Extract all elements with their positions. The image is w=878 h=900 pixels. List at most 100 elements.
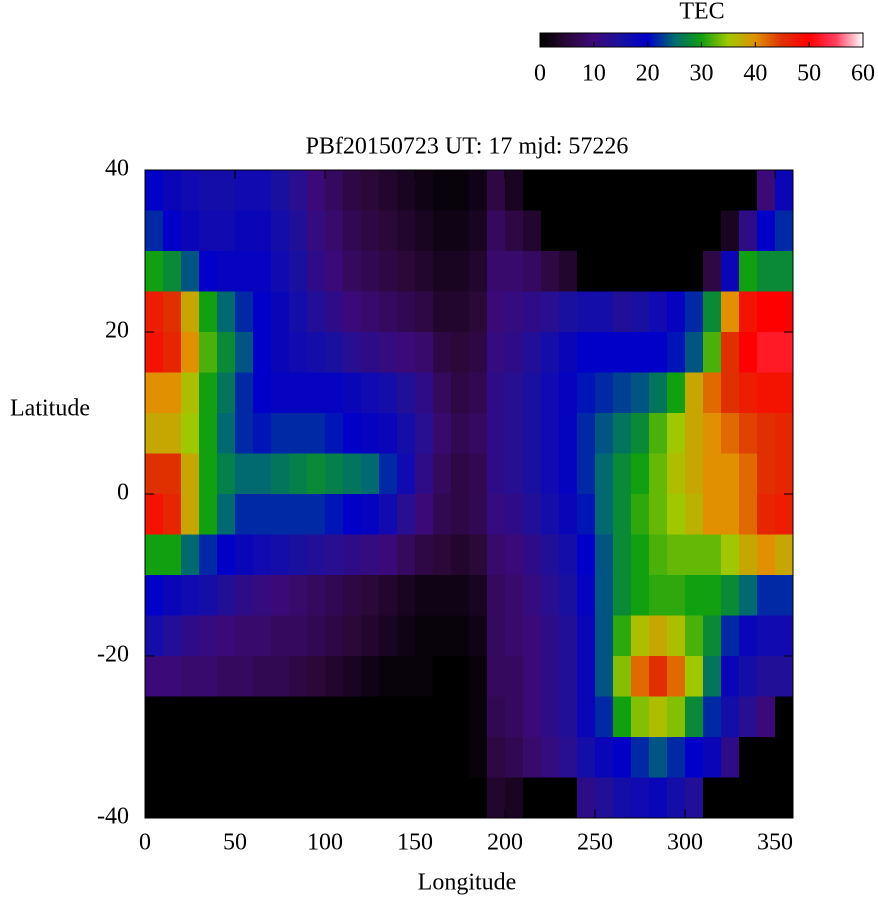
heat-cell bbox=[667, 251, 686, 292]
heat-cell bbox=[289, 251, 308, 292]
heat-cell bbox=[253, 251, 272, 292]
heat-cell bbox=[541, 656, 560, 697]
heat-cell bbox=[415, 575, 434, 616]
heat-cell bbox=[397, 332, 416, 373]
heat-cell bbox=[325, 453, 344, 495]
heat-cell bbox=[325, 615, 344, 657]
heat-cell bbox=[757, 615, 776, 657]
heat-cell bbox=[541, 696, 560, 738]
heat-cell bbox=[685, 332, 704, 373]
heat-cell bbox=[433, 291, 452, 333]
heat-cell bbox=[343, 453, 362, 495]
heat-cell bbox=[721, 291, 740, 333]
heat-cell bbox=[649, 332, 668, 373]
heat-cell bbox=[613, 413, 632, 454]
heat-cell bbox=[469, 413, 488, 454]
heat-cell bbox=[253, 737, 272, 778]
heat-cell bbox=[271, 413, 290, 454]
heat-cell bbox=[631, 696, 650, 738]
heat-cell bbox=[757, 534, 776, 576]
heat-cell bbox=[775, 453, 794, 495]
heat-cell bbox=[505, 737, 524, 778]
heat-cell bbox=[487, 210, 506, 252]
heat-cell bbox=[289, 656, 308, 697]
heat-cell bbox=[667, 413, 686, 454]
heat-cell bbox=[487, 372, 506, 414]
heat-cell bbox=[163, 696, 182, 738]
heat-cell bbox=[307, 656, 326, 697]
heat-cell bbox=[613, 777, 632, 819]
heat-cell bbox=[397, 251, 416, 292]
heat-cell bbox=[343, 332, 362, 373]
heat-cell bbox=[217, 615, 236, 657]
heat-cell bbox=[235, 494, 254, 535]
heat-cell bbox=[181, 413, 200, 454]
heat-cell bbox=[199, 615, 218, 657]
heat-cell bbox=[667, 372, 686, 414]
heat-cell bbox=[307, 413, 326, 454]
heat-cell bbox=[361, 737, 380, 778]
heat-cell bbox=[451, 615, 470, 657]
heat-cell bbox=[235, 737, 254, 778]
heat-cell bbox=[271, 494, 290, 535]
heat-cell bbox=[181, 534, 200, 576]
heat-cell bbox=[379, 737, 398, 778]
heat-cell bbox=[757, 575, 776, 616]
heat-cell bbox=[235, 251, 254, 292]
heat-cell bbox=[487, 534, 506, 576]
heat-cell bbox=[325, 170, 344, 211]
heat-cell bbox=[775, 696, 794, 738]
heat-cell bbox=[757, 291, 776, 333]
heat-cell bbox=[559, 332, 578, 373]
colorbar-title: TEC bbox=[679, 0, 724, 25]
heat-cell bbox=[505, 575, 524, 616]
heat-cell bbox=[325, 777, 344, 819]
heat-cell bbox=[397, 210, 416, 252]
heat-cell bbox=[541, 413, 560, 454]
colorbar-tick-label: 20 bbox=[636, 61, 660, 87]
heat-cell bbox=[253, 656, 272, 697]
heat-cell bbox=[271, 534, 290, 576]
heat-cell bbox=[487, 170, 506, 211]
heat-cell bbox=[217, 170, 236, 211]
heat-cell bbox=[181, 210, 200, 252]
heat-cell bbox=[523, 251, 542, 292]
heat-cell bbox=[541, 372, 560, 414]
x-tick-label: 250 bbox=[577, 830, 613, 856]
heat-cell bbox=[235, 413, 254, 454]
heat-cell bbox=[325, 696, 344, 738]
heat-cell bbox=[487, 777, 506, 819]
heat-cell bbox=[433, 696, 452, 738]
heat-cell bbox=[397, 737, 416, 778]
heat-cell bbox=[307, 251, 326, 292]
heat-cell bbox=[775, 575, 794, 616]
heat-cell bbox=[199, 291, 218, 333]
heat-cell bbox=[163, 656, 182, 697]
heat-cell bbox=[487, 737, 506, 778]
heat-cell bbox=[757, 251, 776, 292]
heat-cell bbox=[559, 737, 578, 778]
heat-cell bbox=[289, 332, 308, 373]
heat-cell bbox=[163, 210, 182, 252]
heat-cell bbox=[721, 575, 740, 616]
heat-cell bbox=[181, 291, 200, 333]
heat-cell bbox=[595, 575, 614, 616]
heat-cell bbox=[181, 575, 200, 616]
heat-cell bbox=[451, 210, 470, 252]
heat-cell bbox=[667, 291, 686, 333]
heat-cell bbox=[199, 575, 218, 616]
heat-cell bbox=[595, 413, 614, 454]
heat-cell bbox=[307, 615, 326, 657]
heat-cell bbox=[523, 534, 542, 576]
heat-cell bbox=[307, 494, 326, 535]
heat-cell bbox=[217, 291, 236, 333]
heat-cell bbox=[397, 534, 416, 576]
heat-cell bbox=[217, 494, 236, 535]
heat-cell bbox=[343, 656, 362, 697]
heat-cell bbox=[397, 170, 416, 211]
heat-cell bbox=[505, 777, 524, 819]
heat-cell bbox=[343, 534, 362, 576]
heat-cell bbox=[361, 494, 380, 535]
heat-cell bbox=[667, 575, 686, 616]
heat-cell bbox=[271, 615, 290, 657]
